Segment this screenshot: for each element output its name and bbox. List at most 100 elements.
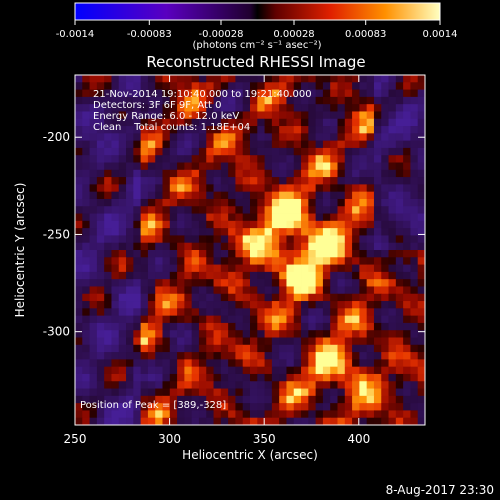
heatmap-cell bbox=[308, 96, 317, 105]
heatmap-cell bbox=[250, 162, 258, 171]
heatmap-cell bbox=[111, 162, 120, 171]
heatmap-cell bbox=[147, 388, 156, 397]
heatmap-cell bbox=[213, 118, 222, 127]
heatmap-cell bbox=[403, 104, 411, 112]
heatmap-cell bbox=[395, 257, 404, 265]
heatmap-cell bbox=[213, 410, 222, 419]
heatmap-cell bbox=[220, 96, 229, 105]
heatmap-cell bbox=[169, 330, 178, 338]
heatmap-cell bbox=[220, 301, 229, 309]
annotation-detectors: Detectors: 3F 6F 9F, Att 0 bbox=[93, 100, 222, 111]
heatmap-cell bbox=[213, 322, 222, 331]
heatmap-cell bbox=[279, 228, 287, 236]
heatmap-cell bbox=[82, 228, 90, 236]
heatmap-cell bbox=[344, 75, 353, 83]
heatmap-cell bbox=[301, 184, 309, 193]
heatmap-cell bbox=[301, 206, 309, 214]
heatmap-cell bbox=[381, 169, 389, 178]
heatmap-cell bbox=[228, 220, 236, 229]
heatmap-cell bbox=[82, 96, 90, 105]
heatmap-cell bbox=[89, 410, 98, 419]
heatmap-cell bbox=[322, 235, 331, 244]
heatmap-cell bbox=[155, 104, 163, 112]
heatmap-cell bbox=[177, 315, 185, 324]
heatmap-cell bbox=[366, 220, 375, 229]
heatmap-cell bbox=[126, 206, 134, 214]
heatmap-cell bbox=[293, 293, 302, 302]
heatmap-cell bbox=[279, 162, 287, 171]
heatmap-cell bbox=[315, 191, 324, 200]
heatmap-cell bbox=[315, 169, 324, 178]
heatmap-cell bbox=[96, 359, 105, 368]
heatmap-cell bbox=[417, 395, 426, 404]
heatmap-cell bbox=[366, 89, 375, 98]
heatmap-cell bbox=[75, 250, 83, 258]
heatmap-cell bbox=[366, 177, 375, 185]
heatmap-cell bbox=[395, 118, 404, 127]
colorbar-units: (photons cm⁻² s⁻¹ asec⁻²) bbox=[192, 40, 321, 51]
heatmap-cell bbox=[133, 286, 142, 295]
heatmap-cell bbox=[337, 330, 346, 338]
heatmap-cell bbox=[235, 315, 244, 324]
heatmap-cell bbox=[235, 344, 244, 353]
heatmap-cell bbox=[308, 75, 317, 83]
heatmap-cell bbox=[322, 228, 331, 236]
heatmap-cell bbox=[395, 126, 404, 134]
heatmap-cell bbox=[308, 198, 317, 207]
heatmap-cell bbox=[111, 104, 120, 112]
heatmap-cell bbox=[395, 264, 404, 273]
heatmap-cell bbox=[279, 417, 287, 426]
heatmap-cell bbox=[250, 96, 258, 105]
heatmap-cell bbox=[133, 366, 142, 375]
heatmap-cell bbox=[257, 89, 265, 98]
heatmap-cell bbox=[293, 213, 302, 222]
heatmap-cell bbox=[220, 373, 229, 382]
heatmap-cell bbox=[191, 162, 200, 171]
heatmap-cell bbox=[228, 417, 236, 426]
heatmap-cell bbox=[293, 344, 302, 353]
heatmap-cell bbox=[242, 293, 251, 302]
heatmap-cell bbox=[337, 301, 346, 309]
heatmap-cell bbox=[104, 169, 112, 178]
heatmap-cell bbox=[191, 133, 200, 142]
heatmap-cell bbox=[279, 213, 287, 222]
heatmap-cell bbox=[257, 279, 265, 287]
heatmap-cell bbox=[104, 322, 112, 331]
heatmap-cell bbox=[75, 126, 83, 134]
heatmap-cell bbox=[111, 111, 120, 120]
heatmap-cell bbox=[417, 271, 426, 280]
heatmap-cell bbox=[395, 169, 404, 178]
heatmap-cell bbox=[155, 228, 163, 236]
heatmap-cell bbox=[126, 220, 134, 229]
heatmap-cell bbox=[279, 111, 287, 120]
heatmap-cell bbox=[417, 381, 426, 389]
heatmap-cell bbox=[301, 315, 309, 324]
heatmap-cell bbox=[264, 388, 273, 397]
heatmap-cell bbox=[308, 293, 317, 302]
heatmap-cell bbox=[140, 140, 149, 149]
heatmap-cell bbox=[228, 75, 236, 83]
heatmap-cell bbox=[155, 337, 163, 346]
heatmap-cell bbox=[104, 235, 112, 244]
heatmap-cell bbox=[96, 155, 105, 163]
heatmap-cell bbox=[155, 126, 163, 134]
heatmap-cell bbox=[395, 198, 404, 207]
heatmap-cell bbox=[279, 169, 287, 178]
heatmap-cell bbox=[308, 191, 317, 200]
heatmap-cell bbox=[308, 162, 317, 171]
heatmap-cell bbox=[155, 118, 163, 127]
heatmap-cell bbox=[352, 169, 360, 178]
heatmap-cell bbox=[257, 169, 265, 178]
heatmap-cell bbox=[395, 271, 404, 280]
heatmap-cell bbox=[82, 381, 90, 389]
heatmap-cell bbox=[126, 140, 134, 149]
heatmap-cell bbox=[337, 133, 346, 142]
heatmap-cell bbox=[417, 293, 426, 302]
heatmap-cell bbox=[126, 147, 134, 156]
heatmap-cell bbox=[118, 322, 127, 331]
heatmap-cell bbox=[213, 198, 222, 207]
heatmap-cell bbox=[220, 381, 229, 389]
heatmap-cell bbox=[140, 126, 149, 134]
heatmap-cell bbox=[322, 417, 331, 426]
y-tick-label: -300 bbox=[43, 325, 70, 339]
